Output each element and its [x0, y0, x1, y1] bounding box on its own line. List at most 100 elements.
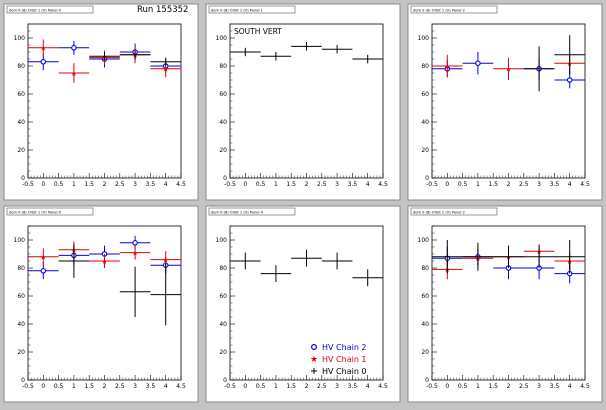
pad-label: dom 0 (8) Orbit 1 (V) Panel 4 — [211, 211, 264, 215]
y-tick-label: 60 — [17, 293, 25, 300]
x-tick-label: 2.5 — [115, 383, 125, 390]
legend: HV Chain 2 ★ HV Chain 1 HV Chain 0 — [310, 343, 367, 376]
x-tick-label: 3.5 — [146, 181, 156, 188]
y-tick-label: 20 — [17, 349, 25, 356]
y-tick-label: 20 — [421, 147, 429, 154]
y-tick-label: 100 — [216, 35, 228, 42]
pad-label: dom 0 (8) Orbit 1 (V) Panel 0 — [9, 211, 62, 215]
x-tick-label: 2 — [103, 181, 107, 188]
data-point-marker: ★ — [505, 66, 511, 74]
y-tick-label: 60 — [421, 91, 429, 98]
x-tick-label: 1.5 — [286, 181, 296, 188]
series-cross — [58, 244, 181, 326]
y-tick-label: 40 — [219, 119, 227, 126]
pad-label: dom 0 (8) Orbit 1 (V) Panel 2 — [413, 211, 465, 215]
data-point-marker: ★ — [163, 66, 169, 74]
y-tick-label: 100 — [418, 237, 430, 244]
y-tick-label: 20 — [219, 147, 227, 154]
pad-label-box — [208, 5, 296, 14]
x-tick-label: 3 — [335, 181, 339, 188]
y-tick-label: 100 — [418, 35, 430, 42]
x-tick-label: 2.5 — [115, 181, 125, 188]
data-point-marker: ★ — [101, 258, 107, 266]
data-point-marker — [40, 268, 47, 274]
pad-background — [407, 3, 603, 201]
x-tick-label: 1 — [72, 383, 76, 390]
x-tick-label: 1 — [476, 383, 480, 390]
pad-label-box — [410, 207, 498, 216]
y-tick-label: 100 — [14, 35, 26, 42]
x-tick-label: 3.5 — [146, 383, 156, 390]
x-tick-label: -0.5 — [426, 181, 438, 188]
data-point-marker — [132, 240, 138, 246]
y-tick-label: 0 — [425, 175, 429, 182]
data-point-marker — [40, 59, 47, 65]
series-cross — [230, 42, 383, 64]
series-cross — [432, 240, 585, 274]
pad-background — [205, 3, 401, 201]
x-tick-label: -0.5 — [22, 383, 34, 390]
x-tick-label: -0.5 — [224, 383, 236, 390]
x-tick-label: 4.5 — [378, 383, 388, 390]
data-point-marker — [475, 60, 481, 66]
x-tick-label: 3 — [537, 383, 541, 390]
y-tick-label: 100 — [216, 237, 228, 244]
y-tick-label: 0 — [21, 377, 25, 384]
y-tick-label: 20 — [17, 147, 25, 154]
legend-label-chain0: HV Chain 0 — [322, 367, 367, 376]
data-point-marker: ★ — [444, 63, 450, 71]
pad-label-box — [208, 207, 296, 216]
x-tick-label: 0.5 — [458, 383, 468, 390]
y-tick-label: 0 — [21, 175, 25, 182]
x-tick-label: 3.5 — [348, 181, 358, 188]
x-tick-label: 0 — [243, 383, 247, 390]
x-tick-label: 3.5 — [550, 383, 560, 390]
pad-label-box — [410, 5, 498, 14]
x-tick-label: 0 — [41, 383, 45, 390]
x-tick-label: 4.5 — [580, 181, 590, 188]
y-tick-label: 100 — [14, 237, 26, 244]
y-tick-label: 60 — [17, 91, 25, 98]
y-tick-label: 80 — [219, 265, 227, 272]
x-tick-label: 1.5 — [84, 181, 94, 188]
chart-title: SOUTH VERT — [234, 27, 282, 36]
y-tick-label: 80 — [219, 63, 227, 70]
y-tick-label: 40 — [17, 119, 25, 126]
y-tick-label: 0 — [223, 175, 227, 182]
x-tick-label: 1 — [274, 181, 278, 188]
legend-marker-cross — [311, 368, 317, 374]
legend-label-chain1: HV Chain 1 — [322, 355, 367, 364]
y-tick-label: 40 — [421, 119, 429, 126]
x-tick-label: 0.5 — [458, 181, 468, 188]
chart-pad-6: dom 0 (8) Orbit 1 (V) Panel 2-0.5 0 0.5 1 1.… — [407, 205, 603, 403]
x-tick-label: 3 — [537, 181, 541, 188]
x-tick-label: 4 — [568, 181, 572, 188]
x-tick-label: 1.5 — [488, 383, 498, 390]
x-tick-label: 4.5 — [176, 181, 186, 188]
series-cross — [230, 249, 383, 287]
y-tick-label: 60 — [219, 91, 227, 98]
pad-label: dom 0 (8) Orbit 1 (V) Panel 0 — [9, 9, 62, 13]
x-tick-label: 3 — [133, 383, 137, 390]
legend-marker-star: ★ — [310, 355, 318, 365]
x-tick-label: 1 — [72, 181, 76, 188]
x-tick-label: 0.5 — [256, 383, 266, 390]
x-tick-label: 3 — [335, 383, 339, 390]
pad-background — [3, 205, 199, 403]
y-tick-label: 80 — [17, 63, 25, 70]
x-tick-label: -0.5 — [224, 181, 236, 188]
data-point-marker: ★ — [163, 256, 169, 264]
x-tick-label: 4 — [164, 181, 168, 188]
x-tick-label: 1 — [476, 181, 480, 188]
legend-label-chain2: HV Chain 2 — [322, 343, 367, 352]
x-tick-label: 2 — [507, 383, 511, 390]
data-point-marker: ★ — [132, 249, 138, 257]
series-cross — [523, 35, 585, 92]
y-tick-label: 80 — [421, 265, 429, 272]
x-tick-label: 1.5 — [488, 181, 498, 188]
x-tick-label: 2 — [103, 383, 107, 390]
x-tick-label: 1.5 — [84, 383, 94, 390]
y-tick-label: 40 — [17, 321, 25, 328]
x-tick-label: 4.5 — [378, 181, 388, 188]
data-point-marker: ★ — [71, 70, 77, 78]
